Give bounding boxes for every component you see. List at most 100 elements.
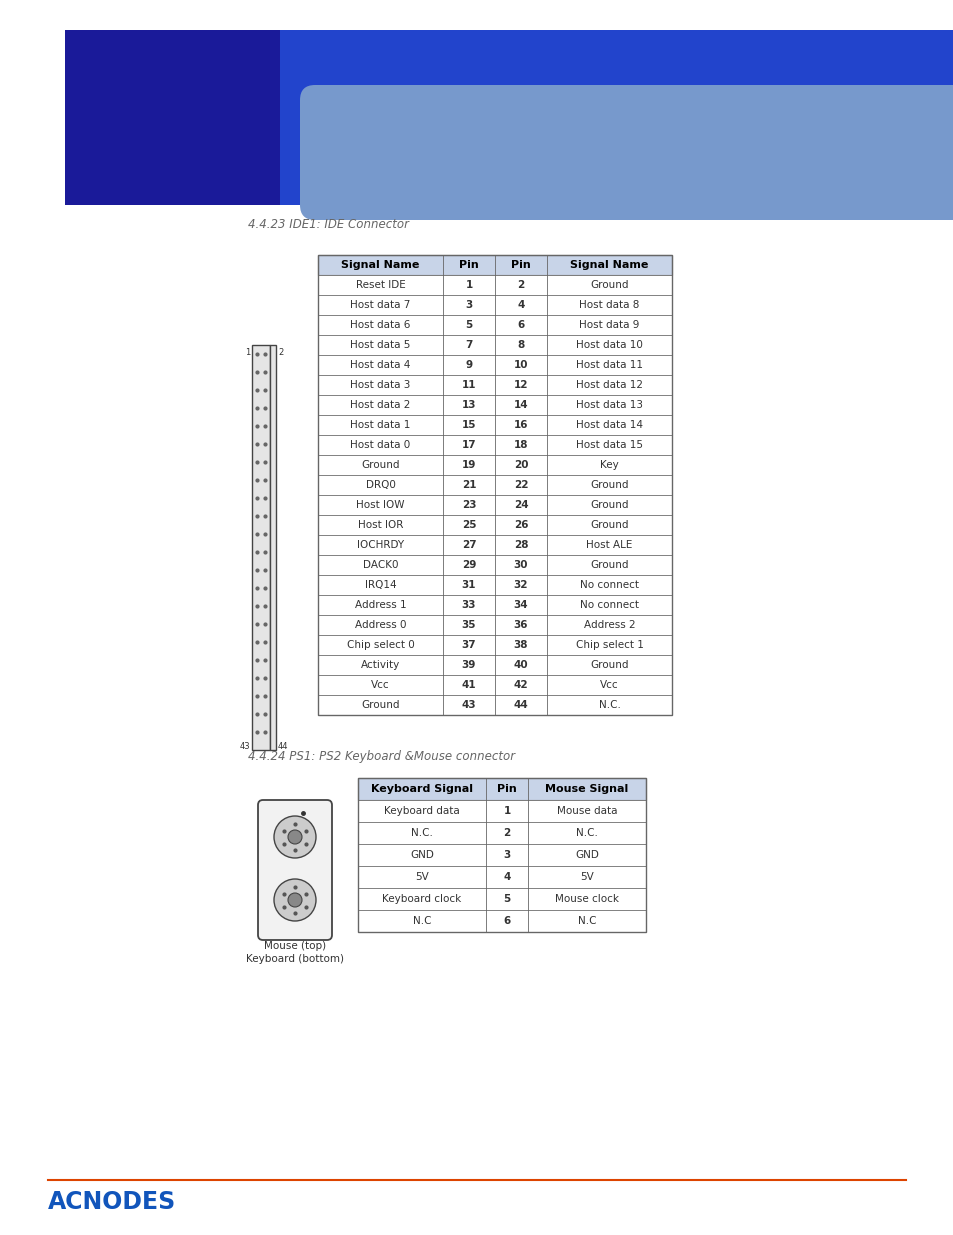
Text: 30: 30 (514, 559, 528, 571)
Bar (317, 354, 671, 375)
Text: 31: 31 (461, 580, 476, 590)
Text: 27: 27 (461, 540, 476, 550)
Text: N.C: N.C (578, 916, 596, 926)
Text: Host data 0: Host data 0 (350, 440, 410, 450)
Text: 5V: 5V (579, 872, 594, 882)
Bar (317, 635, 671, 655)
Text: 4.4.23 IDE1: IDE Connector: 4.4.23 IDE1: IDE Connector (248, 219, 409, 231)
Text: Mouse (top): Mouse (top) (264, 941, 326, 951)
Text: Host data 12: Host data 12 (576, 380, 642, 390)
Text: 9: 9 (465, 359, 472, 370)
Bar (357, 800, 645, 823)
Text: 26: 26 (514, 520, 528, 530)
Text: 21: 21 (461, 480, 476, 490)
FancyBboxPatch shape (257, 800, 332, 940)
Text: Ground: Ground (361, 459, 399, 471)
Text: 5: 5 (465, 320, 472, 330)
Text: 18: 18 (514, 440, 528, 450)
Bar (357, 866, 645, 888)
FancyBboxPatch shape (299, 85, 953, 220)
Text: GND: GND (575, 850, 598, 860)
Text: Pin: Pin (458, 261, 478, 270)
Text: Chip select 0: Chip select 0 (346, 640, 414, 650)
Bar (270, 345, 275, 750)
Bar (317, 435, 671, 454)
Text: N.C.: N.C. (598, 700, 619, 710)
Text: 43: 43 (239, 742, 250, 751)
Text: Ground: Ground (590, 500, 628, 510)
Text: 5V: 5V (415, 872, 429, 882)
Text: 20: 20 (514, 459, 528, 471)
Text: 44: 44 (513, 700, 528, 710)
Text: DRQ0: DRQ0 (365, 480, 395, 490)
Text: 42: 42 (513, 680, 528, 690)
Bar (357, 778, 645, 800)
Text: Signal Name: Signal Name (570, 261, 648, 270)
Text: Address 2: Address 2 (583, 620, 635, 630)
Circle shape (274, 879, 315, 921)
Text: 2: 2 (277, 348, 283, 357)
Text: Host data 8: Host data 8 (578, 300, 639, 310)
Bar (317, 535, 671, 555)
Bar (317, 375, 671, 395)
Text: ACNODES: ACNODES (48, 1191, 176, 1214)
Bar (317, 454, 671, 475)
Text: Ground: Ground (361, 700, 399, 710)
Text: Host data 7: Host data 7 (350, 300, 410, 310)
Bar (357, 778, 645, 932)
Text: N.C: N.C (413, 916, 431, 926)
Text: 6: 6 (503, 916, 510, 926)
Text: 7: 7 (465, 340, 472, 350)
Text: 19: 19 (461, 459, 476, 471)
Bar (317, 576, 671, 595)
Bar (317, 315, 671, 335)
Text: Ground: Ground (590, 280, 628, 290)
Text: Host IOW: Host IOW (355, 500, 404, 510)
Bar (317, 475, 671, 495)
Bar (317, 615, 671, 635)
Text: Host data 2: Host data 2 (350, 400, 410, 410)
Bar (317, 695, 671, 715)
Bar (317, 595, 671, 615)
Text: Host data 14: Host data 14 (576, 420, 642, 430)
Text: 2: 2 (517, 280, 524, 290)
Text: 29: 29 (461, 559, 476, 571)
Text: 5: 5 (503, 894, 510, 904)
Text: Mouse Signal: Mouse Signal (545, 784, 628, 794)
Text: 3: 3 (465, 300, 472, 310)
Text: Keyboard data: Keyboard data (384, 806, 459, 816)
Text: Reset IDE: Reset IDE (355, 280, 405, 290)
Text: No connect: No connect (579, 580, 639, 590)
Bar (357, 888, 645, 910)
Text: Address 1: Address 1 (355, 600, 406, 610)
Bar (65, 30, 280, 205)
Text: 8: 8 (517, 340, 524, 350)
Text: Host data 13: Host data 13 (576, 400, 642, 410)
Text: Host data 15: Host data 15 (576, 440, 642, 450)
Text: 16: 16 (514, 420, 528, 430)
Text: 40: 40 (513, 659, 528, 671)
Text: 39: 39 (461, 659, 476, 671)
Text: 23: 23 (461, 500, 476, 510)
Bar (317, 335, 671, 354)
Text: 32: 32 (514, 580, 528, 590)
Bar (357, 844, 645, 866)
Text: Activity: Activity (360, 659, 399, 671)
Text: 1: 1 (245, 348, 250, 357)
Text: Ground: Ground (590, 559, 628, 571)
Bar (317, 515, 671, 535)
Text: Key: Key (599, 459, 618, 471)
Text: Host data 9: Host data 9 (578, 320, 639, 330)
Text: N.C.: N.C. (576, 827, 598, 839)
Text: Host ALE: Host ALE (586, 540, 632, 550)
Text: Vcc: Vcc (371, 680, 390, 690)
Text: 25: 25 (461, 520, 476, 530)
Text: Ground: Ground (590, 480, 628, 490)
Text: Host IOR: Host IOR (357, 520, 403, 530)
Text: 4.4.24 PS1: PS2 Keyboard &Mouse connector: 4.4.24 PS1: PS2 Keyboard &Mouse connecto… (248, 750, 515, 763)
Circle shape (288, 830, 302, 844)
Text: 15: 15 (461, 420, 476, 430)
Text: 14: 14 (513, 400, 528, 410)
Text: Signal Name: Signal Name (341, 261, 419, 270)
Text: Ground: Ground (590, 520, 628, 530)
